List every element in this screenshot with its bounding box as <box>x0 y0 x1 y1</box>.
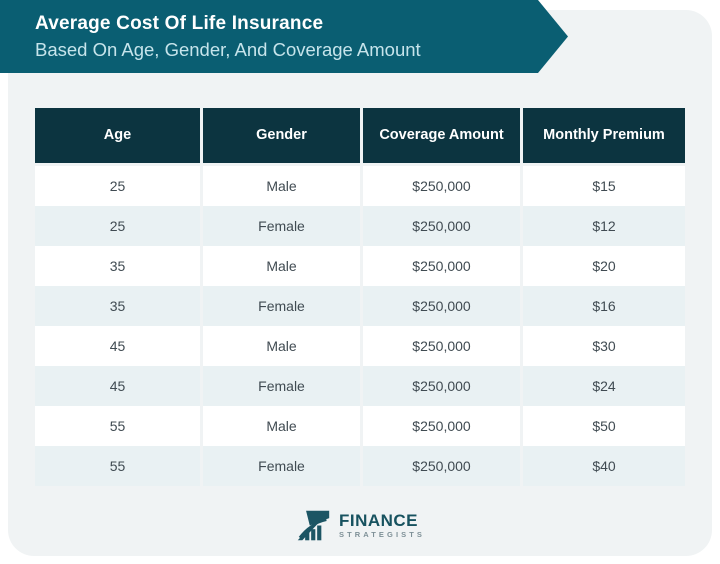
table-cell: Male <box>203 166 360 206</box>
table-cell: $250,000 <box>363 406 520 446</box>
table-cell: 55 <box>35 446 200 486</box>
table-cell: $30 <box>523 326 685 366</box>
page-subtitle: Based On Age, Gender, And Coverage Amoun… <box>35 39 421 60</box>
table-cell: Female <box>203 366 360 406</box>
table-cell: $15 <box>523 166 685 206</box>
table-cell: Male <box>203 246 360 286</box>
table-cell: 35 <box>35 286 200 326</box>
page-title: Average Cost Of Life Insurance <box>35 13 324 34</box>
table-cell: $250,000 <box>363 246 520 286</box>
table-cell: $250,000 <box>363 206 520 246</box>
table-cell: $24 <box>523 366 685 406</box>
column-header: Coverage Amount <box>363 108 520 163</box>
finance-strategists-logo: FINANCE STRATEGISTS <box>295 507 425 544</box>
table-cell: $40 <box>523 446 685 486</box>
table-cell: 55 <box>35 406 200 446</box>
table-cell: $250,000 <box>363 446 520 486</box>
table-cell: 35 <box>35 246 200 286</box>
table-header-row: Age Gender Coverage Amount Monthly Premium <box>35 108 685 163</box>
table-cell: $250,000 <box>363 326 520 366</box>
life-insurance-cost-table: Age Gender Coverage Amount Monthly Premium … <box>35 108 685 486</box>
growth-chart-flag-icon <box>295 507 332 544</box>
table-cell: Male <box>203 406 360 446</box>
table-cell: 45 <box>35 326 200 366</box>
table-cell: Male <box>203 326 360 366</box>
table-cell: Female <box>203 206 360 246</box>
table-cell: $50 <box>523 406 685 446</box>
table-cell: $12 <box>523 206 685 246</box>
table-cell: Female <box>203 286 360 326</box>
table-body: 25 Male $250,000 $15 25 Female $250,000 $12 35 Ma… <box>35 166 685 486</box>
logo-primary-text: FINANCE <box>338 510 419 530</box>
title-banner: Average Cost Of Life Insurance Based On … <box>0 0 568 73</box>
column-header: Age <box>35 108 200 163</box>
table-cell: $20 <box>523 246 685 286</box>
table-cell: Female <box>203 446 360 486</box>
table-cell: 25 <box>35 166 200 206</box>
logo-wordmark: FINANCE STRATEGISTS <box>339 512 425 540</box>
table-cell: $250,000 <box>363 166 520 206</box>
table-cell: $250,000 <box>363 366 520 406</box>
column-header: Monthly Premium <box>523 108 685 163</box>
table-cell: 25 <box>35 206 200 246</box>
logo-secondary-text: STRATEGISTS <box>338 529 426 539</box>
table-cell: 45 <box>35 366 200 406</box>
table-cell: $250,000 <box>363 286 520 326</box>
column-header: Gender <box>203 108 360 163</box>
table-cell: $16 <box>523 286 685 326</box>
